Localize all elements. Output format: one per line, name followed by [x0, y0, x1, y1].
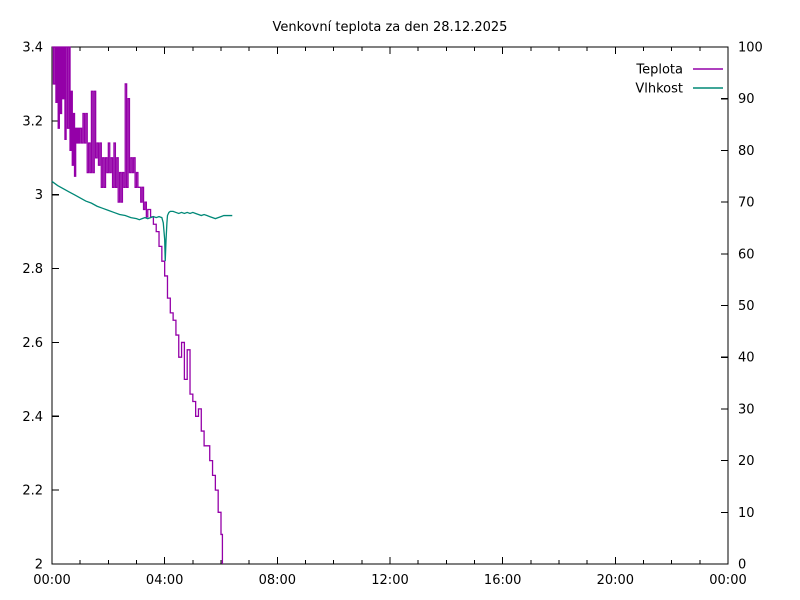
y-right-tick-label: 80: [738, 144, 755, 159]
x-tick-label: 12:00: [371, 573, 408, 588]
plot-border: [51, 46, 729, 565]
series-layer: [51, 46, 233, 564]
x-tick-label: 20:00: [597, 573, 634, 588]
series-line-teplota: [52, 46, 224, 564]
x-axis-ticks: [51, 47, 729, 564]
x-axis-tick-labels: 00:00 04:00 08:00 12:00 16:00 20:00 00:00: [33, 573, 746, 588]
x-tick-label: 04:00: [146, 573, 183, 588]
series-line-vlhkost: [51, 180, 233, 262]
y-axis-left-tick-labels: 2 2.2 2.4 2.6 2.8 3 3.2 3.4: [22, 41, 43, 573]
y-axis-right-tick-labels: 0 10 20 30 40 50 60 70 80 90 100: [738, 41, 763, 573]
x-tick-label: 00:00: [33, 573, 70, 588]
y-right-tick-label: 20: [738, 454, 755, 469]
x-tick-label: 00:00: [709, 573, 746, 588]
y-left-tick-label: 3: [35, 188, 43, 203]
y-right-tick-label: 0: [738, 558, 746, 573]
y-left-tick-label: 2.4: [22, 410, 43, 425]
legend-label-vlhkost: Vlhkost: [635, 82, 683, 97]
y-right-tick-label: 100: [738, 41, 763, 56]
y-right-tick-label: 40: [738, 351, 755, 366]
y-axis-right-ticks: [721, 46, 728, 565]
x-tick-label: 16:00: [484, 573, 521, 588]
y-right-tick-label: 70: [738, 196, 755, 211]
plot-frame: [51, 46, 729, 565]
y-left-tick-label: 2.2: [22, 484, 43, 499]
y-right-tick-label: 60: [738, 247, 755, 262]
y-left-tick-label: 2.8: [22, 262, 43, 277]
chart-legend: Teplota Vlhkost: [635, 63, 723, 97]
y-left-tick-label: 2.6: [22, 336, 43, 351]
chart-title: Venkovní teplota za den 28.12.2025: [273, 20, 508, 35]
y-right-tick-label: 90: [738, 92, 755, 107]
y-left-tick-label: 3.2: [22, 114, 43, 129]
x-tick-label: 08:00: [259, 573, 296, 588]
y-right-tick-label: 10: [738, 506, 755, 521]
legend-label-teplota: Teplota: [635, 63, 683, 78]
y-right-tick-label: 50: [738, 299, 755, 314]
y-left-tick-label: 3.4: [22, 41, 43, 56]
y-right-tick-label: 30: [738, 402, 755, 417]
y-left-tick-label: 2: [35, 558, 43, 573]
